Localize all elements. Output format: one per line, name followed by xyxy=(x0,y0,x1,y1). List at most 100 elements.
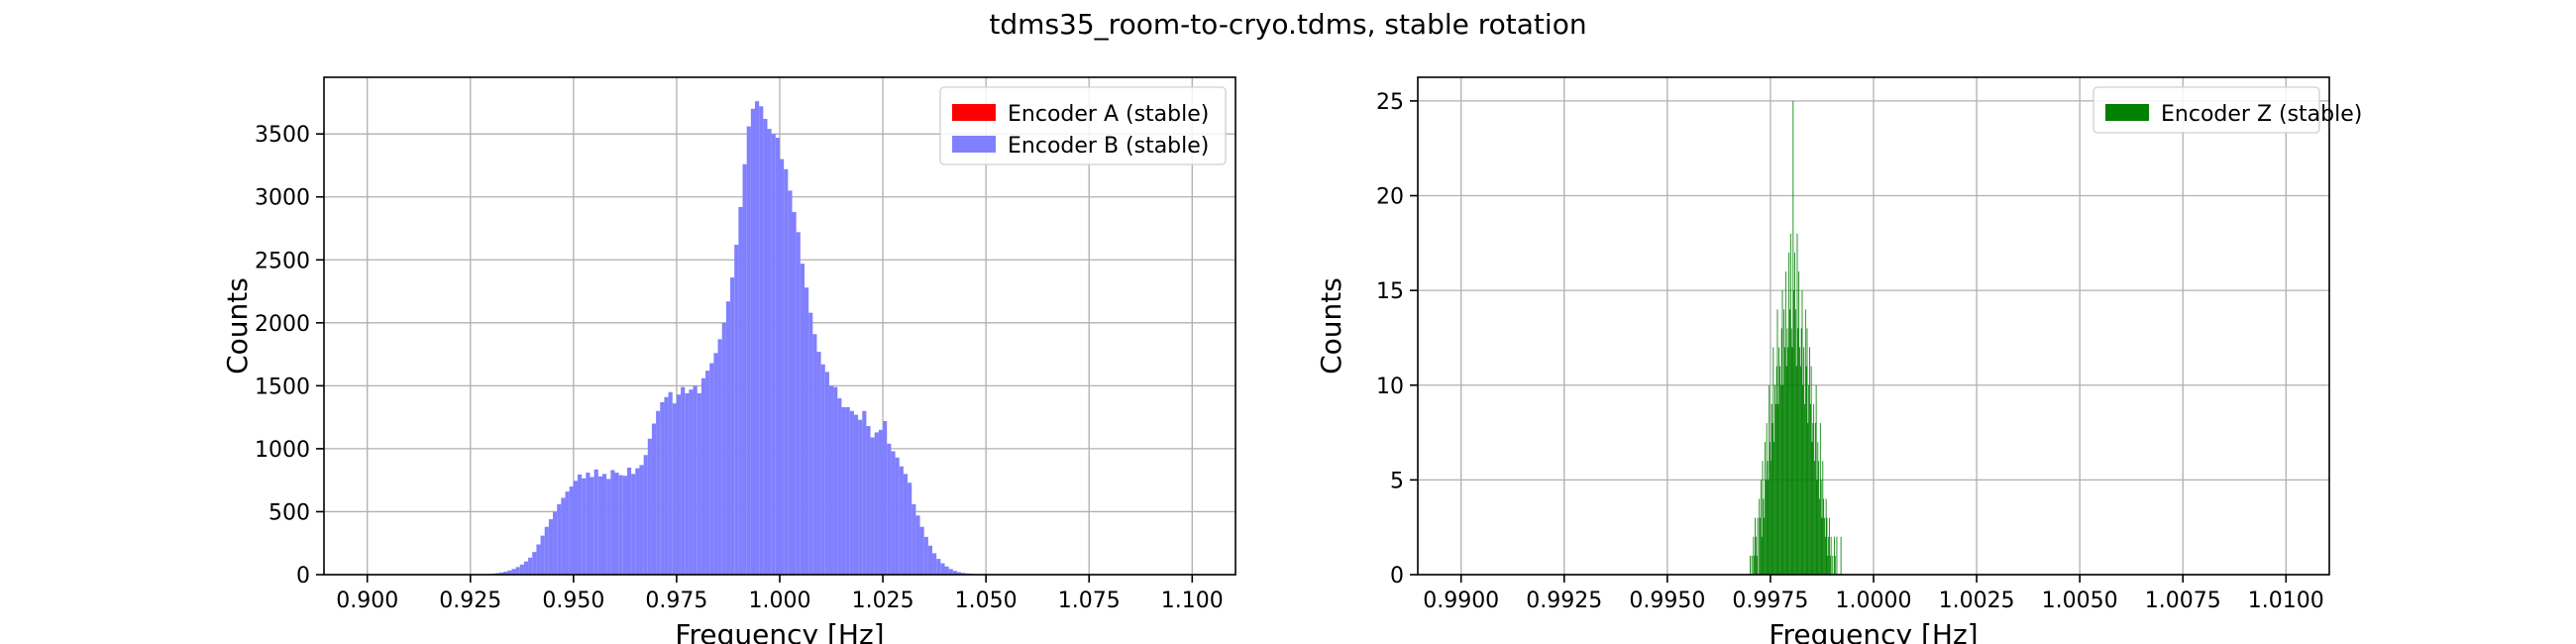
bar xyxy=(1757,517,1759,575)
y-tick-label: 3500 xyxy=(255,123,310,148)
bar xyxy=(639,465,644,575)
y-axis-label: Counts xyxy=(1315,277,1347,375)
bar xyxy=(1774,384,1775,575)
x-tick-label: 1.025 xyxy=(852,589,914,613)
bar xyxy=(1817,442,1819,575)
bar xyxy=(883,420,888,575)
bar xyxy=(820,364,825,575)
bar xyxy=(1787,347,1789,575)
bar xyxy=(1760,480,1762,575)
bar xyxy=(812,334,817,575)
bar xyxy=(685,392,690,575)
bar xyxy=(1761,536,1763,575)
bar xyxy=(1769,384,1771,575)
bar xyxy=(887,443,892,575)
bar xyxy=(730,277,735,575)
y-tick-label: 2500 xyxy=(255,249,310,273)
bar xyxy=(1794,252,1795,575)
bar xyxy=(961,573,966,575)
bar xyxy=(808,312,813,575)
bar xyxy=(800,264,805,575)
bar xyxy=(1803,347,1805,575)
bar xyxy=(561,497,566,575)
bar xyxy=(1806,328,1808,575)
x-tick-label: 0.9975 xyxy=(1732,589,1808,613)
bar xyxy=(1797,328,1799,575)
bar xyxy=(1784,347,1785,575)
bar xyxy=(804,287,809,575)
y-tick-label: 1000 xyxy=(255,438,310,463)
bar xyxy=(1828,536,1830,575)
bar xyxy=(1810,366,1812,575)
legend-swatch xyxy=(2105,104,2149,121)
bar xyxy=(1795,366,1797,575)
bar xyxy=(578,474,583,575)
bar xyxy=(1821,517,1823,575)
histogram-encoder-a-b: 0.900 0.925 0.950 0.975 1.000 1.025 1.050 1.075… xyxy=(221,76,1236,644)
legend-label: Encoder A (stable) xyxy=(1008,102,1209,127)
bar xyxy=(1778,347,1780,575)
x-tick-label: 0.975 xyxy=(645,589,707,613)
x-tick-label: 0.9950 xyxy=(1629,589,1705,613)
bar xyxy=(771,134,776,575)
x-tick-label: 1.000 xyxy=(749,589,811,613)
y-tick-label: 2000 xyxy=(255,312,310,337)
bar xyxy=(824,372,829,575)
bar xyxy=(784,168,789,575)
bar xyxy=(1755,517,1756,575)
bar xyxy=(503,571,508,575)
bar xyxy=(601,474,607,575)
bar xyxy=(717,339,722,575)
bar xyxy=(742,163,747,575)
bar xyxy=(1776,309,1778,575)
bar xyxy=(796,232,801,576)
bar xyxy=(507,570,512,575)
bar xyxy=(1755,536,1757,575)
bar xyxy=(862,410,867,575)
x-axis-label: Frequency [Hz] xyxy=(675,618,884,644)
bar xyxy=(1756,555,1758,575)
bar xyxy=(940,563,945,575)
bar xyxy=(1765,442,1766,575)
bar xyxy=(515,567,520,575)
bar xyxy=(849,410,854,575)
bar xyxy=(626,467,632,575)
bar xyxy=(668,391,673,575)
legend-swatch xyxy=(952,136,996,153)
bar xyxy=(647,438,652,575)
x-tick-label: 1.0100 xyxy=(2248,589,2324,613)
y-tick-label: 1500 xyxy=(255,375,310,399)
bar xyxy=(1771,423,1773,575)
bar xyxy=(1800,328,1802,575)
bar xyxy=(755,101,760,575)
bar xyxy=(1799,366,1801,575)
bar xyxy=(586,473,590,575)
bar xyxy=(713,353,718,575)
bar xyxy=(593,469,598,575)
bar xyxy=(746,126,751,575)
bar xyxy=(631,474,636,575)
bar xyxy=(1774,403,1776,575)
bar xyxy=(697,392,701,575)
bar xyxy=(1809,403,1811,575)
bar xyxy=(944,566,949,575)
bar xyxy=(548,519,554,575)
bar xyxy=(1801,290,1803,575)
bar xyxy=(1815,384,1817,575)
bar xyxy=(734,245,739,576)
bar xyxy=(915,515,920,575)
bar xyxy=(1772,347,1774,575)
bar xyxy=(1784,271,1786,575)
bar xyxy=(1780,328,1782,575)
bar xyxy=(582,478,587,575)
bar xyxy=(573,481,579,575)
bar xyxy=(635,468,640,575)
y-axis-label: Counts xyxy=(221,277,254,375)
y-tick-label: 5 xyxy=(1390,469,1404,493)
bar xyxy=(1792,100,1794,576)
legend-label: Encoder B (stable) xyxy=(1008,134,1209,159)
bar xyxy=(1767,461,1769,575)
y-tick-label: 10 xyxy=(1376,375,1404,399)
bar xyxy=(1788,252,1790,575)
bar xyxy=(606,479,611,575)
